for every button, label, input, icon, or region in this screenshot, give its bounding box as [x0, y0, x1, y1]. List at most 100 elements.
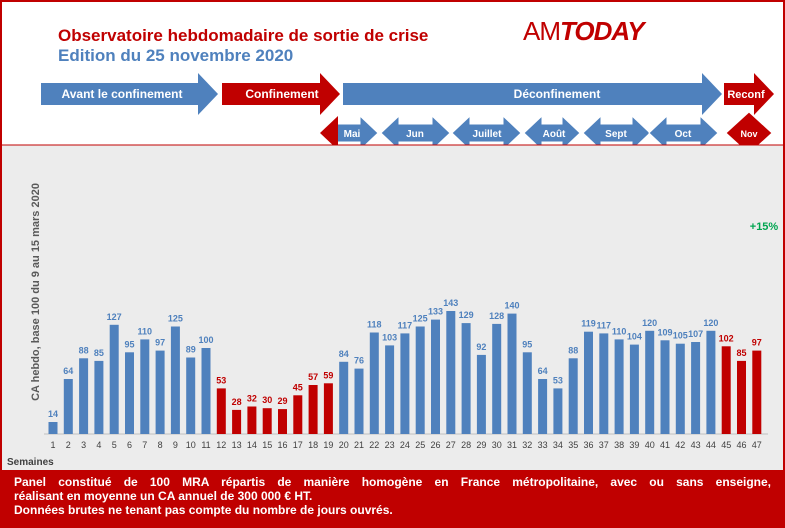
- bar-value-label: 125: [168, 314, 183, 324]
- bar-week-25: [415, 326, 425, 434]
- x-tick-label: 12: [216, 440, 226, 450]
- x-tick-label: 19: [323, 440, 333, 450]
- month-arrow-mai-tip: [320, 116, 338, 150]
- x-tick-label: 14: [247, 440, 257, 450]
- x-tick-label: 6: [127, 440, 132, 450]
- month-label-nov: Nov: [740, 129, 757, 139]
- footer-line-1: Panel constitué de 100 MRA répartis de m…: [14, 475, 771, 489]
- x-tick-label: 27: [446, 440, 456, 450]
- bar-week-13: [232, 409, 242, 434]
- x-tick-label: 3: [81, 440, 86, 450]
- bar-value-label: 127: [107, 312, 122, 322]
- bar-value-label: 128: [489, 311, 504, 321]
- x-tick-label: 46: [736, 440, 746, 450]
- bar-value-label: 109: [657, 327, 672, 337]
- bar-week-32: [522, 352, 532, 434]
- x-tick-label: 5: [112, 440, 117, 450]
- x-tick-label: 45: [721, 440, 731, 450]
- logo-today: TODAY: [560, 16, 645, 46]
- bar-week-45: [721, 346, 731, 434]
- bar-week-24: [400, 333, 410, 434]
- bar-week-46: [737, 360, 746, 434]
- bar-value-label: 88: [79, 345, 89, 355]
- bar-value-label: 30: [262, 395, 272, 405]
- x-tick-label: 44: [706, 440, 716, 450]
- bar-week-21: [354, 368, 364, 434]
- x-tick-label: 41: [660, 440, 670, 450]
- amtoday-logo: AMTODAY: [523, 16, 645, 47]
- footer-panel: Panel constitué de 100 MRA répartis de m…: [2, 470, 783, 526]
- month-label-aout: Août: [543, 129, 566, 140]
- x-tick-label: 25: [415, 440, 425, 450]
- bar-value-label: 129: [459, 310, 474, 320]
- bar-value-label: 85: [736, 348, 746, 358]
- bar-week-33: [538, 379, 548, 434]
- x-tick-label: 18: [308, 440, 318, 450]
- bar-week-40: [645, 330, 655, 434]
- bar-week-22: [369, 332, 379, 434]
- phase-arrow-deconfinement: [343, 73, 722, 115]
- bar-week-11: [201, 348, 211, 434]
- bar-week-28: [461, 323, 471, 434]
- bar-week-14: [247, 406, 257, 434]
- bar-week-36: [584, 331, 593, 434]
- bar-value-label: 140: [504, 301, 519, 311]
- month-label-juillet: Juillet: [473, 129, 503, 140]
- bar-week-7: [140, 339, 150, 434]
- x-tick-label: 28: [461, 440, 471, 450]
- bar-value-label: 119: [581, 319, 596, 329]
- x-tick-label: 42: [675, 440, 685, 450]
- growth-annotation: +15%: [750, 221, 779, 233]
- x-tick-label: 9: [173, 440, 178, 450]
- bar-week-26: [431, 319, 440, 434]
- x-tick-label: 2: [66, 440, 71, 450]
- x-axis-label: Semaines: [7, 457, 54, 468]
- bar-value-label: 45: [293, 382, 303, 392]
- bar-week-12: [216, 388, 226, 434]
- x-tick-label: 4: [96, 440, 101, 450]
- bar-value-label: 102: [719, 333, 734, 343]
- bar-week-10: [186, 357, 196, 434]
- x-tick-label: 34: [553, 440, 563, 450]
- bar-value-label: 125: [413, 314, 428, 324]
- x-tick-label: 21: [354, 440, 364, 450]
- bar-value-label: 104: [627, 332, 642, 342]
- bar-week-19: [323, 383, 333, 434]
- bar-week-17: [293, 395, 303, 434]
- footer-line-3: Données brutes ne tenant pas compte du n…: [14, 503, 393, 517]
- bar-value-label: 120: [703, 318, 718, 328]
- bar-value-label: 117: [597, 320, 612, 330]
- x-tick-label: 33: [538, 440, 548, 450]
- phase-label-avant: Avant le confinement: [62, 87, 183, 101]
- bar-value-label: 59: [323, 370, 333, 380]
- month-label-mai: Mai: [344, 129, 361, 140]
- bar-value-label: 28: [232, 397, 242, 407]
- bar-week-1: [48, 422, 58, 434]
- x-tick-label: 29: [476, 440, 486, 450]
- x-tick-label: 30: [492, 440, 502, 450]
- bar-week-39: [629, 344, 639, 434]
- bar-value-label: 89: [186, 345, 196, 355]
- x-tick-label: 7: [142, 440, 147, 450]
- bar-week-20: [339, 361, 349, 434]
- x-tick-label: 38: [614, 440, 624, 450]
- page-subtitle: Edition du 25 novembre 2020: [58, 46, 294, 65]
- bar-week-8: [155, 350, 165, 434]
- bar-week-47: [752, 350, 762, 434]
- bar-week-35: [568, 358, 578, 434]
- bar-week-5: [109, 324, 119, 434]
- bar-value-label: 92: [476, 342, 486, 352]
- bar-value-label: 107: [688, 329, 703, 339]
- x-tick-label: 22: [369, 440, 379, 450]
- bar-value-label: 14: [48, 409, 58, 419]
- x-tick-label: 8: [158, 440, 163, 450]
- bar-week-31: [507, 313, 517, 434]
- x-tick-label: 11: [201, 440, 210, 450]
- x-tick-label: 36: [583, 440, 593, 450]
- bar-value-label: 57: [308, 372, 318, 382]
- x-tick-label: 16: [277, 440, 287, 450]
- phase-label-deconfinement: Déconfinement: [514, 87, 601, 101]
- bar-value-label: 88: [568, 345, 578, 355]
- bar-value-label: 97: [752, 338, 762, 348]
- x-tick-label: 40: [645, 440, 655, 450]
